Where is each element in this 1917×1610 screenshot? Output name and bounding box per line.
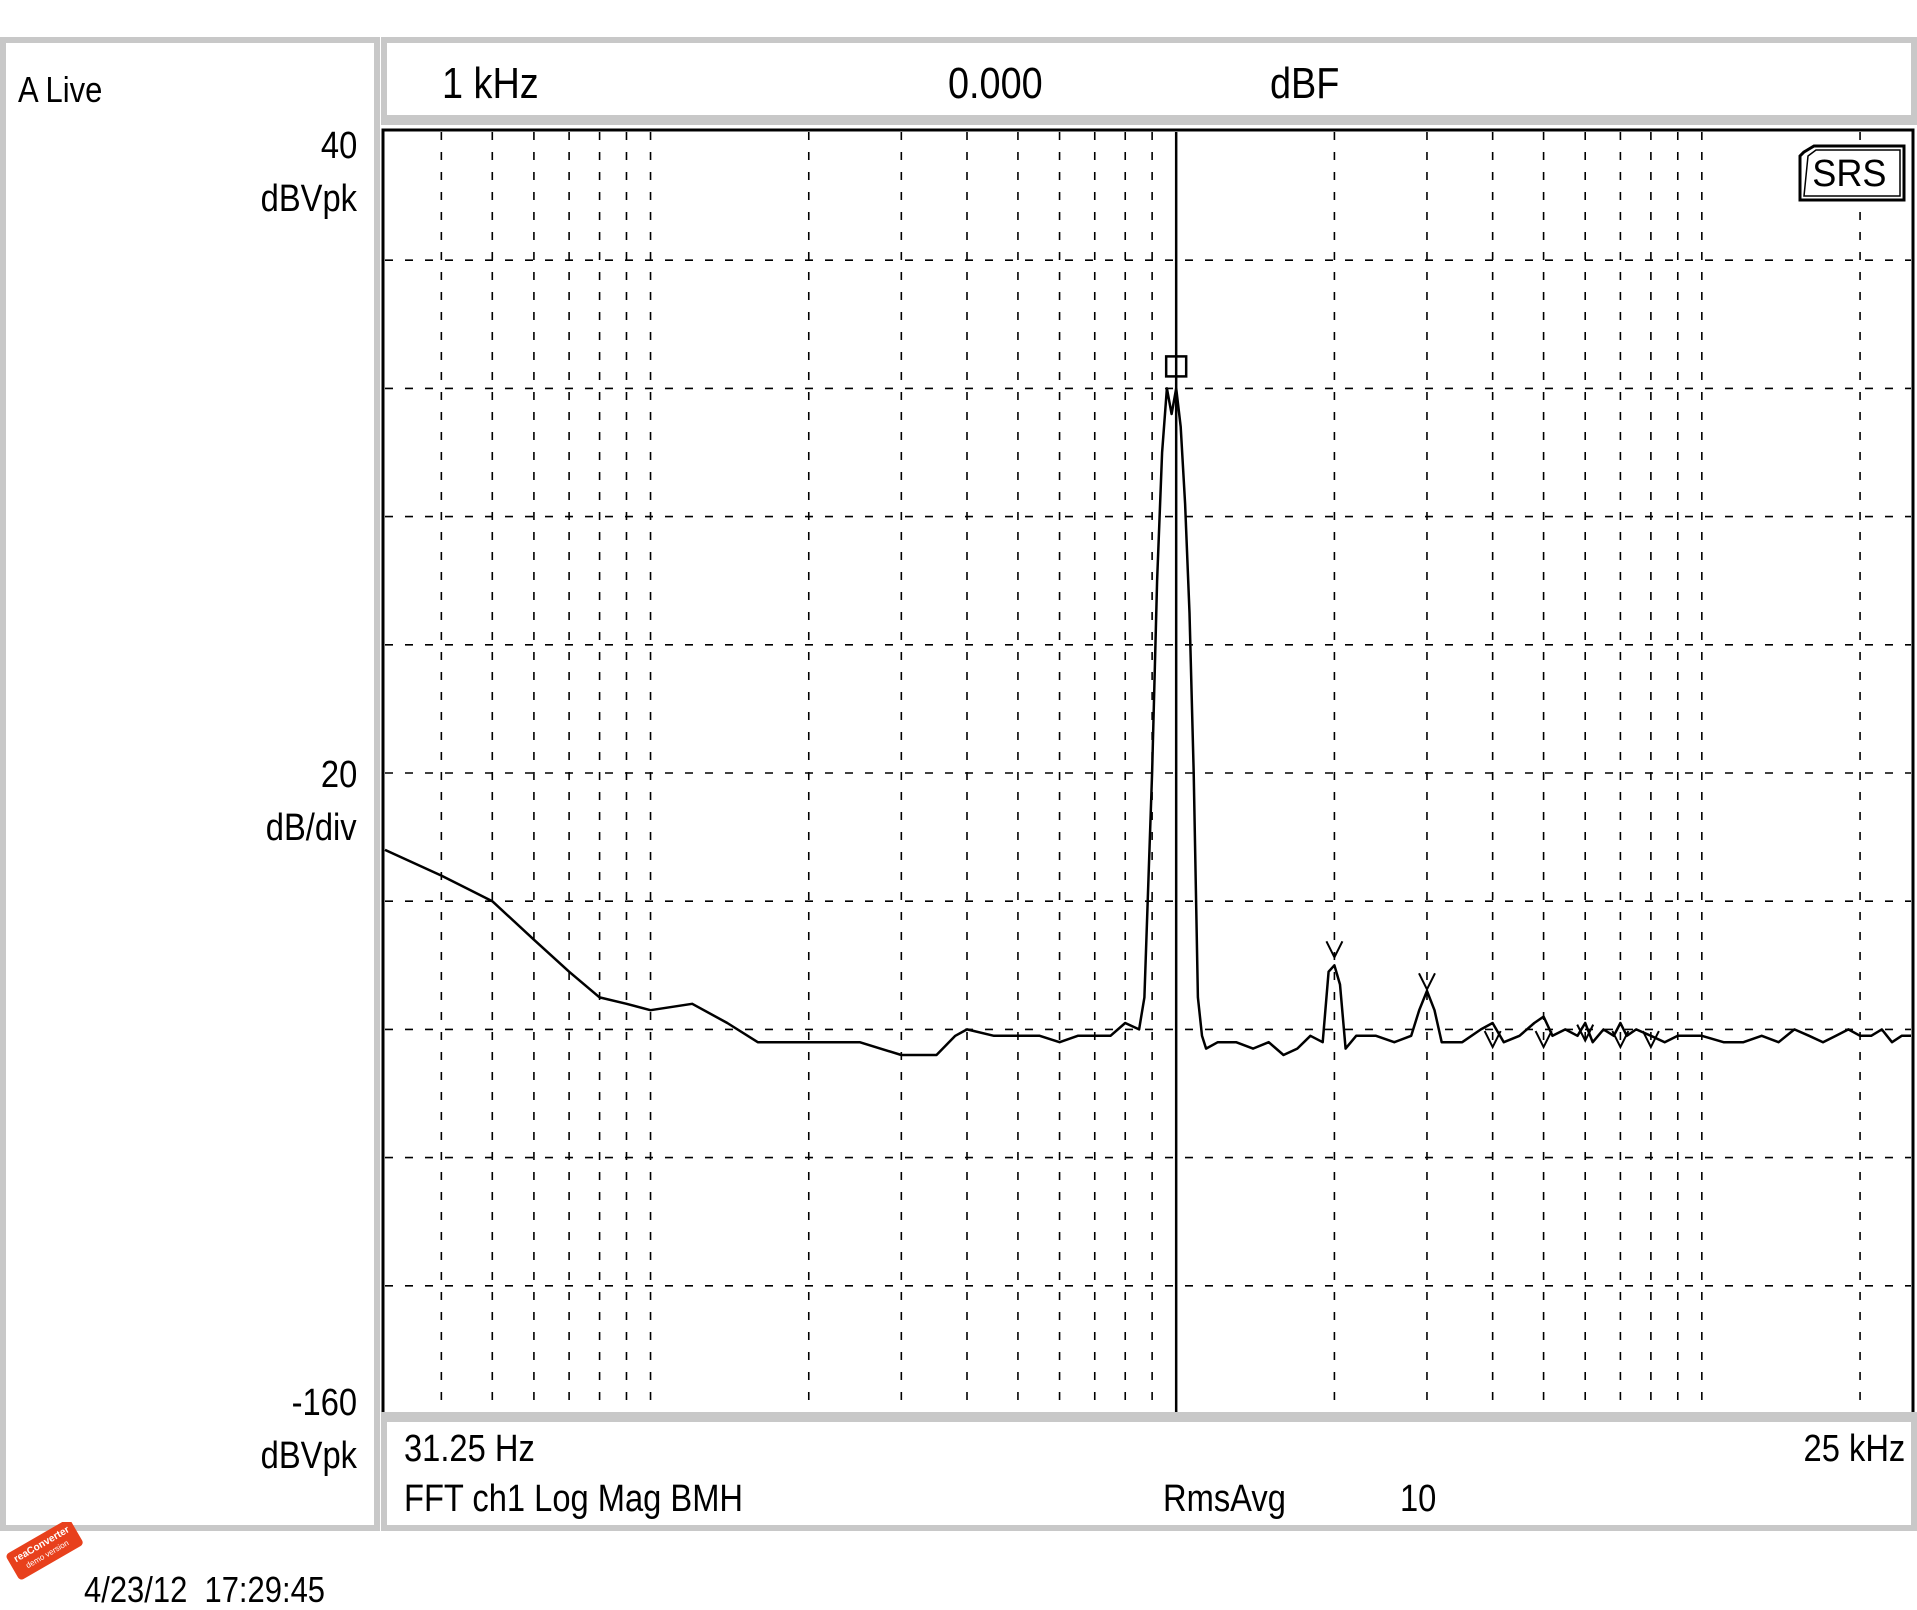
harmonic-marker: [1325, 940, 1344, 960]
marker-cursor-box: [1164, 355, 1188, 378]
srs-logo-text: SRS: [1812, 151, 1886, 194]
marker-unit: dBF: [1270, 59, 1340, 108]
harmonic-marker: [1418, 972, 1436, 992]
live-status: A Live: [18, 69, 103, 110]
srs-logo: SRS: [1798, 144, 1906, 202]
marker-value: 0.000: [948, 59, 1043, 108]
harmonic-marker: [1641, 1030, 1660, 1050]
y-top-unit: dBVpk: [260, 178, 357, 220]
harmonic-marker: [1483, 1030, 1502, 1050]
measurement-type: FFT ch1 Log Mag BMH: [404, 1478, 744, 1520]
spectrum-trace: [384, 387, 1911, 1057]
scale-panel: [0, 37, 380, 1531]
stop-frequency: 25 kHz: [1803, 1428, 1905, 1470]
badge-shape: [6, 1522, 83, 1580]
averaging-mode: RmsAvg: [1163, 1478, 1286, 1520]
start-frequency: 31.25 Hz: [404, 1428, 535, 1470]
y-scale-value: 20: [320, 754, 357, 796]
harmonic-marker: [1534, 1030, 1553, 1050]
y-scale-unit: dB/div: [266, 807, 357, 849]
y-top-value: 40: [320, 125, 357, 167]
y-bottom-value: -160: [291, 1382, 357, 1424]
timestamp: 4/23/12 17:29:45: [84, 1569, 326, 1610]
marker-frequency: 1 kHz: [442, 59, 539, 108]
averaging-count: 10: [1400, 1478, 1437, 1520]
marker-readout-bar: [381, 37, 1917, 125]
converter-badge: reaConverter demo version: [6, 1522, 83, 1580]
y-bottom-unit: dBVpk: [260, 1435, 357, 1477]
measurement-info-bar: [381, 1412, 1917, 1531]
